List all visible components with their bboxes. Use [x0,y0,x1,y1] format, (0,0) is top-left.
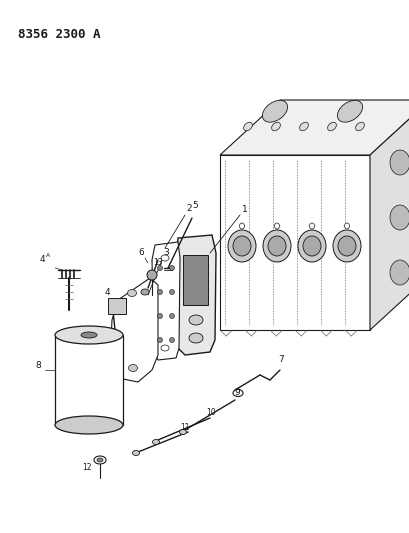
Ellipse shape [299,122,308,131]
Ellipse shape [389,260,409,285]
Circle shape [157,337,162,343]
Ellipse shape [55,416,123,434]
Ellipse shape [274,223,279,229]
Text: 10: 10 [205,408,215,417]
Ellipse shape [127,289,136,296]
Ellipse shape [262,100,287,122]
Polygon shape [110,278,157,382]
Ellipse shape [141,289,148,295]
Polygon shape [369,100,409,330]
Circle shape [157,265,162,271]
Polygon shape [152,242,180,360]
Ellipse shape [337,236,355,256]
Ellipse shape [161,345,169,351]
Circle shape [169,337,174,343]
Polygon shape [220,155,369,330]
Ellipse shape [309,223,314,229]
Ellipse shape [267,236,285,256]
Ellipse shape [97,458,103,462]
Ellipse shape [152,440,159,445]
Ellipse shape [389,150,409,175]
Text: 5: 5 [191,201,197,210]
Bar [108,298,126,314]
Ellipse shape [94,456,106,464]
Text: 8356 2300 A: 8356 2300 A [18,28,100,41]
Circle shape [169,265,174,271]
Ellipse shape [389,205,409,230]
Ellipse shape [81,332,97,338]
Circle shape [169,289,174,295]
Ellipse shape [337,100,362,122]
Ellipse shape [327,122,335,131]
Text: 11: 11 [180,423,189,432]
Ellipse shape [232,390,243,397]
Ellipse shape [189,333,202,343]
Ellipse shape [332,230,360,262]
Ellipse shape [189,315,202,325]
Ellipse shape [232,236,250,256]
Polygon shape [220,100,409,155]
Polygon shape [175,235,216,355]
Text: 1: 1 [241,205,247,214]
Ellipse shape [302,236,320,256]
Text: 9: 9 [234,388,239,397]
Ellipse shape [179,430,186,434]
Text: 8: 8 [35,361,40,370]
Circle shape [169,313,174,319]
Ellipse shape [297,230,325,262]
Text: 13: 13 [153,258,162,267]
Text: A: A [46,253,50,258]
Ellipse shape [128,365,137,372]
Text: 6: 6 [138,248,144,257]
Ellipse shape [239,223,244,229]
Text: 4: 4 [40,255,45,264]
Ellipse shape [355,122,364,131]
Text: 7: 7 [277,355,283,364]
Ellipse shape [161,255,169,261]
Ellipse shape [344,223,348,229]
Ellipse shape [55,326,123,344]
Text: 3: 3 [163,248,169,257]
Text: 2: 2 [186,204,191,213]
Ellipse shape [243,122,252,131]
Ellipse shape [271,122,280,131]
Circle shape [157,289,162,295]
Text: 4: 4 [105,288,110,297]
Ellipse shape [227,230,255,262]
Circle shape [157,313,162,319]
Text: 12: 12 [82,463,91,472]
Ellipse shape [132,450,139,456]
Bar [55,335,123,425]
Ellipse shape [262,230,290,262]
Polygon shape [182,255,207,305]
Circle shape [147,270,157,280]
